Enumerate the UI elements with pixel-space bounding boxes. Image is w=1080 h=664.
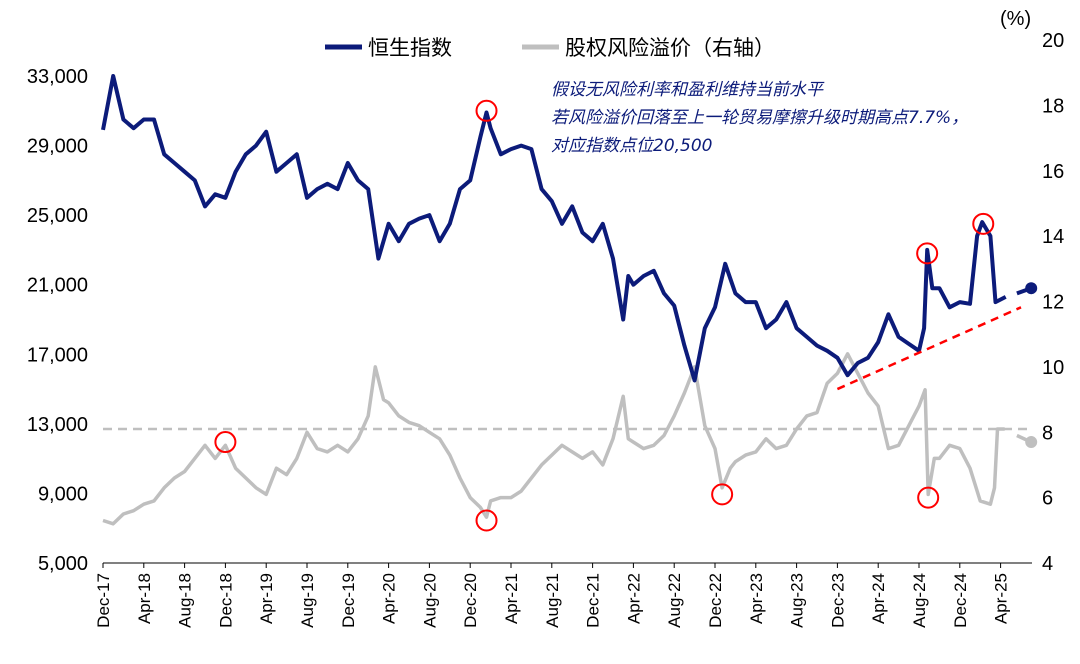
y-right-tick-label: 8 — [1042, 422, 1053, 444]
x-tick-label: Aug-24 — [910, 573, 929, 628]
x-tick-label: Apr-20 — [380, 573, 399, 624]
y-right-tick-label: 6 — [1042, 488, 1053, 510]
y-right-tick-label: 16 — [1042, 161, 1064, 183]
y-right-tick-label: 20 — [1042, 30, 1064, 52]
x-tick-label: Aug-19 — [298, 573, 317, 628]
y-right-tick-label: 10 — [1042, 357, 1064, 379]
legend-label-hsi: 恒生指数 — [368, 36, 452, 60]
x-tick-label: Dec-17 — [94, 573, 113, 628]
annotation-line-1: 假设无风险利率和盈利维持当前水平 — [551, 80, 825, 100]
x-tick-label: Apr-24 — [869, 573, 888, 624]
y-right-tick-label: 12 — [1042, 292, 1064, 314]
x-tick-label: Aug-23 — [788, 573, 807, 628]
series-line-erp — [102, 352, 1032, 526]
y-left-tick-label: 17,000 — [27, 344, 88, 366]
x-tick-label: Apr-21 — [502, 573, 521, 624]
series-endpoint-erp — [1025, 436, 1038, 449]
highlight-circle — [972, 212, 995, 235]
y-left-tick-label: 13,000 — [27, 414, 88, 436]
x-tick-label: Dec-20 — [461, 573, 480, 628]
y-left-tick-label: 9,000 — [38, 483, 88, 505]
x-tick-label: Dec-18 — [216, 573, 235, 628]
x-tick-label: Dec-24 — [951, 573, 970, 628]
y-left-tick-label: 5,000 — [38, 553, 88, 575]
highlight-circle — [916, 242, 939, 265]
y-right-tick-label: 18 — [1042, 95, 1064, 117]
y-left-tick-label: 29,000 — [27, 136, 88, 158]
legend-label-erp: 股权风险溢价（右轴） — [565, 36, 775, 60]
right-axis-unit: (%) — [1000, 8, 1031, 30]
y-right-tick-label: 4 — [1042, 553, 1053, 575]
annotation-line-2: 若风险溢价回落至上一轮贸易摩擦升级时期高点7.7%， — [551, 108, 968, 128]
x-tick-label: Aug-22 — [665, 573, 684, 628]
x-tick-label: Dec-19 — [339, 573, 358, 628]
x-tick-label: Apr-18 — [135, 573, 154, 624]
legend: 恒生指数 股权风险溢价（右轴） — [325, 36, 775, 60]
x-tick-label: Aug-18 — [176, 573, 195, 628]
highlight-circle — [214, 431, 237, 454]
y-left-tick-label: 25,000 — [27, 205, 88, 227]
y-left-tick-label: 33,000 — [27, 66, 88, 88]
x-tick-label: Apr-19 — [257, 573, 276, 624]
x-tick-label: Dec-23 — [828, 573, 847, 628]
x-tick-label: Aug-21 — [543, 573, 562, 628]
y-right-tick-label: 14 — [1042, 226, 1064, 248]
x-tick-label: Aug-20 — [420, 573, 439, 628]
x-tick-label: Dec-21 — [584, 573, 603, 628]
highlight-circle — [475, 509, 498, 532]
series-endpoint-hsi — [1025, 282, 1038, 295]
x-tick-label: Apr-22 — [624, 573, 643, 624]
y-left-tick-label: 21,000 — [27, 275, 88, 297]
highlight-circle — [711, 483, 734, 506]
x-tick-label: Apr-23 — [747, 573, 766, 624]
highlight-circle — [475, 99, 498, 122]
trend-line — [836, 306, 1022, 391]
x-tick-label: Apr-25 — [992, 573, 1011, 624]
highlight-circle — [917, 486, 940, 509]
x-tick-label: Dec-22 — [706, 573, 725, 628]
annotation-line-3: 对应指数点位20,500 — [551, 136, 712, 156]
